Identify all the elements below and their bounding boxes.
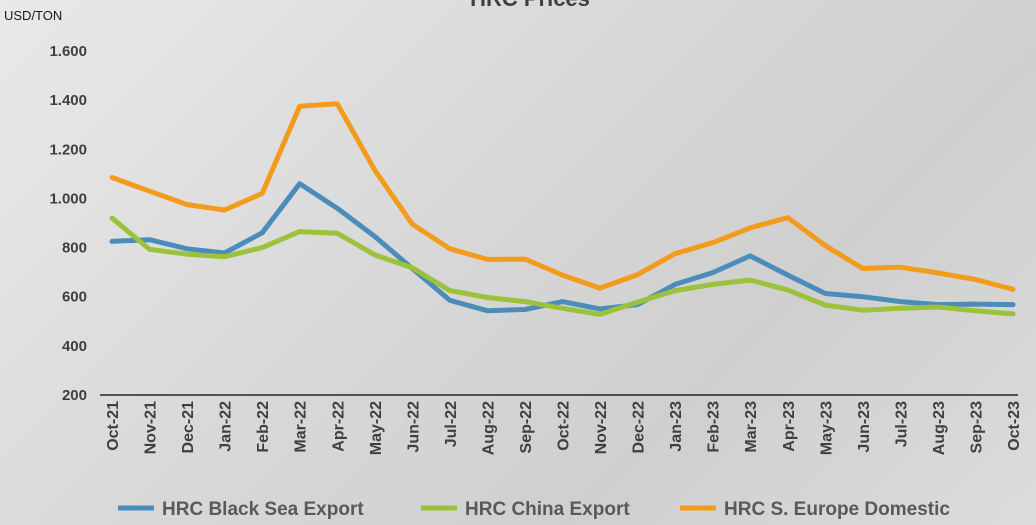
y-tick-label: 1.600 xyxy=(49,43,87,60)
y-tick-label: 1.200 xyxy=(49,141,87,158)
chart-title: HRC Prices xyxy=(470,0,590,11)
x-tick-label: Aug-23 xyxy=(931,401,948,455)
x-tick-label: Oct-23 xyxy=(1006,401,1023,451)
x-tick-label: Jan-23 xyxy=(668,401,685,452)
y-tick-label: 800 xyxy=(62,240,87,257)
x-tick-label: Jan-22 xyxy=(218,401,235,452)
x-axis-ticks: Oct-21 Nov-21 Dec-21 Jan-22 Feb-22 Mar-22 Apr-… xyxy=(105,401,1023,455)
x-tick-label: Jul-22 xyxy=(443,401,460,447)
x-tick-label: Dec-21 xyxy=(180,401,197,454)
series-line-3 xyxy=(109,101,1016,292)
series-line-1 xyxy=(109,181,1016,314)
x-tick-label: Jul-23 xyxy=(893,401,910,447)
series-lines xyxy=(109,101,1016,317)
x-tick-label: Jun-23 xyxy=(856,401,873,453)
y-tick-label: 200 xyxy=(62,387,87,404)
x-tick-label: Apr-23 xyxy=(781,401,798,452)
x-tick-label: Nov-22 xyxy=(593,401,610,454)
x-tick-label: Dec-22 xyxy=(631,401,648,454)
x-tick-label: May-22 xyxy=(368,401,385,455)
x-tick-label: Feb-23 xyxy=(706,401,723,453)
y-axis-unit-label: USD/TON xyxy=(4,8,62,23)
legend-label: HRC Black Sea Export xyxy=(162,499,364,520)
x-tick-label: Sep-22 xyxy=(518,401,535,454)
legend-label: HRC China Export xyxy=(465,499,630,520)
y-tick-label: 600 xyxy=(62,289,87,306)
x-tick-label: May-23 xyxy=(818,401,835,455)
x-tick-label: Oct-21 xyxy=(105,401,122,451)
y-axis-ticks: 200 400 600 800 1.000 1.200 1.400 1.600 xyxy=(49,43,87,404)
x-tick-label: Mar-22 xyxy=(293,401,310,453)
x-tick-label: Jun-22 xyxy=(405,401,422,453)
x-tick-label: Feb-22 xyxy=(255,401,272,453)
y-tick-label: 1.000 xyxy=(49,190,87,207)
x-tick-label: Sep-23 xyxy=(968,401,985,454)
series-line-2 xyxy=(109,215,1016,317)
legend: HRC Black Sea Export HRC China Export HRC … xyxy=(118,499,950,520)
x-tick-label: Apr-22 xyxy=(330,401,347,452)
legend-label: HRC S. Europe Domestic xyxy=(724,499,950,520)
x-tick-label: Nov-21 xyxy=(143,401,160,454)
x-tick-label: Oct-22 xyxy=(556,401,573,451)
y-tick-label: 1.400 xyxy=(49,92,87,109)
x-tick-label: Aug-22 xyxy=(480,401,497,455)
x-tick-label: Mar-23 xyxy=(743,401,760,453)
y-tick-label: 400 xyxy=(62,338,87,355)
